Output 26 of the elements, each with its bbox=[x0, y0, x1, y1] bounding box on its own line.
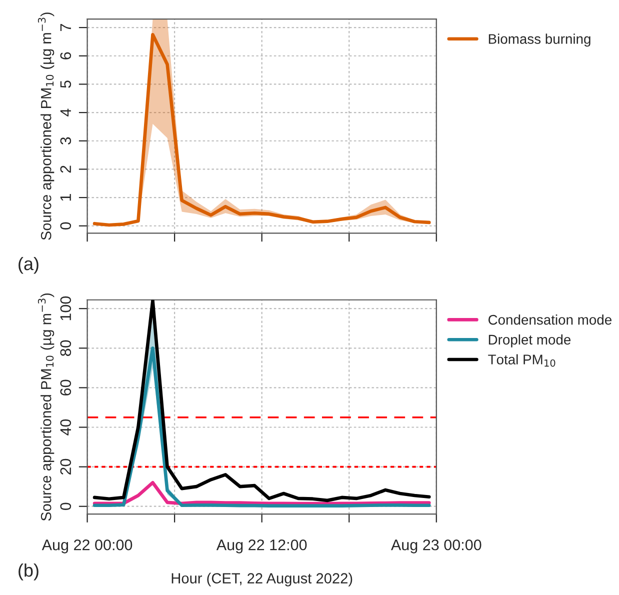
x-axis-title: Hour (CET, 22 August 2022) bbox=[172, 572, 352, 586]
y-tick-label: 1 bbox=[60, 194, 71, 201]
y-tick-label: 3 bbox=[60, 137, 72, 145]
text: (a) bbox=[18, 256, 38, 274]
x-tick-label: Aug 23 00:00 bbox=[390, 539, 482, 554]
text: (b) bbox=[18, 564, 38, 580]
y-tick-label: 100 bbox=[60, 296, 72, 320]
legend-label: Droplet mode bbox=[488, 334, 571, 348]
y-tick-label: 0 bbox=[60, 502, 72, 510]
y-axis-title: Source apportioned PM$_{10}$ (µg m$^{−3}$) bbox=[38, 12, 54, 240]
y-tick-label: 2 bbox=[60, 166, 71, 173]
y-tick-label: 60 bbox=[60, 380, 72, 396]
legend-label: Total PM$_{10}$ bbox=[488, 354, 556, 367]
y-tick-label: 40 bbox=[60, 419, 72, 436]
y-tick-label: 7 bbox=[60, 24, 71, 32]
y-tick-label: 6 bbox=[60, 52, 72, 60]
x-tick-label: Aug 22 12:00 bbox=[216, 539, 307, 554]
legend-label: Condensation mode bbox=[488, 314, 612, 325]
x-tick-label: Aug 22 00:00 bbox=[42, 539, 132, 554]
y-axis-title: Source apportioned PM$_{10}$ (µg m$^{−3}$) bbox=[38, 293, 54, 521]
y-tick-label: 4 bbox=[60, 108, 71, 116]
y-tick-label: 5 bbox=[60, 80, 72, 88]
y-tick-label: 80 bbox=[60, 340, 72, 356]
y-tick-label: 20 bbox=[60, 458, 72, 475]
legend-label: Biomass burning bbox=[488, 34, 590, 47]
y-tick-label: 0 bbox=[60, 222, 72, 230]
